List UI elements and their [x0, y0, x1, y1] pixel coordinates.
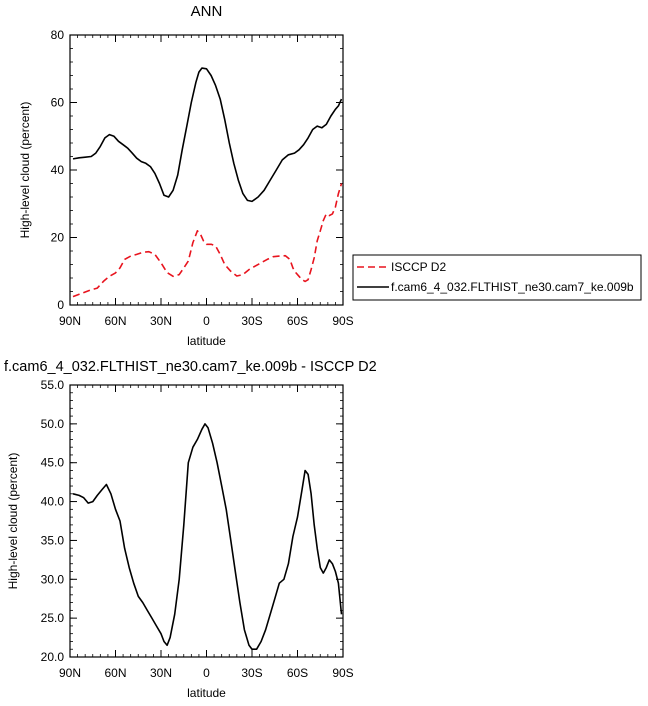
plot2-y-tick-label: 25.0: [41, 611, 65, 625]
plot2-y-axis-label: High-level cloud (percent): [6, 453, 20, 590]
plot2-y-tick-label: 35.0: [41, 533, 65, 547]
plot1-x-tick-label: 60S: [287, 314, 308, 328]
plot2-y-tick-label: 20.0: [41, 650, 65, 664]
plot1-y-tick-label: 80: [51, 28, 65, 42]
plot2-series-1-line: [72, 423, 343, 650]
legend-box: [352, 254, 642, 301]
plot2-y-tick-label: 55.0: [41, 378, 65, 392]
plot2-y-tick-label: 50.0: [41, 417, 65, 431]
plot1-x-tick-label: 30S: [241, 314, 262, 328]
plot1-x-tick-label: 90S: [332, 314, 353, 328]
plot1-y-tick-label: 40: [51, 163, 65, 177]
plot2-x-tick-label: 90S: [332, 666, 353, 680]
plot1-series-2-line: [72, 67, 343, 203]
plot1-y-tick-label: 0: [57, 298, 64, 312]
plot1-x-tick-label: 60N: [104, 314, 126, 328]
plot1-title: ANN: [191, 3, 223, 20]
plot2-x-axis-label: latitude: [187, 686, 226, 700]
plot2-y-tick-label: 30.0: [41, 572, 65, 586]
plot1-x-tick-label: 0: [203, 314, 210, 328]
plot1-x-tick-label: 90N: [59, 314, 81, 328]
plot2-y-tick-label: 45.0: [41, 456, 65, 470]
plot1-y-tick-label: 20: [51, 231, 65, 245]
legend-label: f.cam6_4_032.FLTHIST_ne30.cam7_ke.009b: [391, 280, 634, 294]
plot1-frame: [69, 34, 344, 306]
plot2-title: f.cam6_4_032.FLTHIST_ne30.cam7_ke.009b -…: [4, 359, 377, 375]
plot2-x-tick-label: 30S: [241, 666, 262, 680]
plot2-x-tick-label: 0: [203, 666, 210, 680]
plot2-y-tick-label: 40.0: [41, 495, 65, 509]
plot1-y-axis-label: High-level cloud (percent): [18, 102, 32, 239]
plot1-y-tick-label: 60: [51, 96, 65, 110]
plot2-x-tick-label: 60S: [287, 666, 308, 680]
plot2-x-tick-label: 60N: [104, 666, 126, 680]
plot1-x-tick-label: 30N: [150, 314, 172, 328]
plot1-x-axis-label: latitude: [187, 334, 226, 348]
plot2-x-tick-label: 30N: [150, 666, 172, 680]
plot1-series-1-line: [72, 183, 343, 298]
legend-label: ISCCP D2: [391, 260, 446, 274]
plot2-x-tick-label: 90N: [59, 666, 81, 680]
